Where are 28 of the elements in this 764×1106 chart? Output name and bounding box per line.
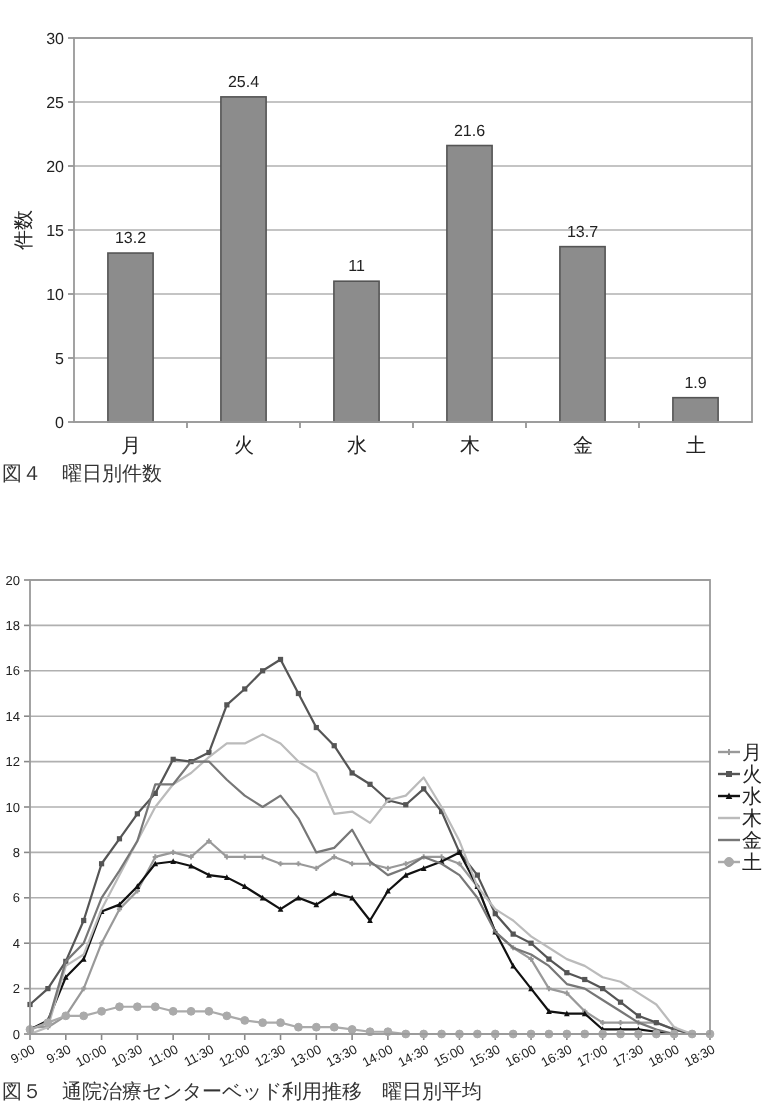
legend-label: 木 [742, 807, 762, 831]
y-axis-title: 件数 [14, 210, 36, 250]
legend-label: 月 [742, 743, 762, 765]
data-label: 11 [348, 257, 366, 276]
y-tick-label: 0 [55, 413, 66, 432]
legend-label: 金 [742, 829, 762, 853]
legend-label: 水 [742, 785, 762, 809]
y-tick-label: 15 [46, 221, 66, 240]
data-label: 25.4 [227, 72, 261, 91]
data-label: 1.9 [684, 373, 708, 392]
y-tick-label: 20 [46, 157, 66, 176]
y-tick-label: 30 [46, 29, 66, 48]
y-tick-label: 25 [46, 93, 66, 112]
caption: 図４ 曜日別件数 [2, 462, 162, 486]
data-label: 13.7 [566, 222, 600, 241]
x-tick-label: 火 [233, 434, 254, 458]
y-tick-label: 5 [55, 349, 66, 368]
data-label: 13.2 [114, 229, 148, 248]
y-tick-label: 10 [46, 285, 66, 304]
x-tick-label: 土 [685, 434, 706, 458]
legend-label: 土 [742, 851, 762, 875]
x-tick-label: 水 [346, 434, 367, 458]
x-tick-label: 金 [572, 434, 593, 458]
legend-label: 火 [742, 763, 762, 787]
data-label: 21.6 [453, 121, 487, 140]
x-tick-label: 月 [120, 436, 141, 458]
x-tick-label: 木 [459, 434, 480, 458]
caption: 図５ 通院治療センターベッド利用推移 曜日別平均 [2, 1080, 482, 1104]
